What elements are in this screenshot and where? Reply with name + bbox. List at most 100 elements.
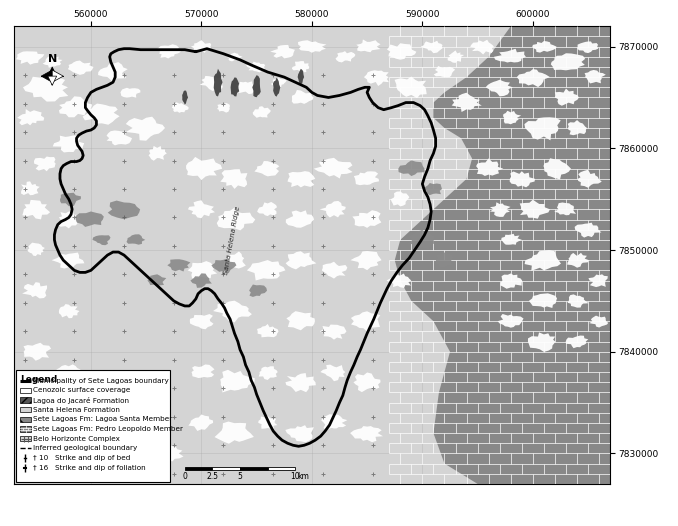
Polygon shape: [503, 111, 521, 124]
Polygon shape: [217, 208, 256, 230]
Polygon shape: [21, 181, 40, 195]
Polygon shape: [254, 161, 279, 176]
Polygon shape: [551, 53, 585, 70]
Bar: [268, 467, 296, 470]
Bar: [16, 370, 170, 482]
Polygon shape: [494, 49, 526, 63]
Polygon shape: [22, 444, 49, 462]
Polygon shape: [220, 169, 247, 189]
Polygon shape: [271, 78, 287, 87]
Text: 10: 10: [290, 472, 300, 481]
Polygon shape: [578, 170, 602, 188]
Polygon shape: [182, 90, 188, 105]
Polygon shape: [321, 414, 347, 430]
Polygon shape: [529, 294, 557, 308]
Text: Cenozoic surface coverage: Cenozoic surface coverage: [33, 387, 131, 393]
Polygon shape: [336, 51, 355, 63]
Polygon shape: [498, 314, 523, 328]
Polygon shape: [188, 200, 215, 218]
Polygon shape: [90, 443, 117, 464]
Polygon shape: [589, 274, 607, 287]
Polygon shape: [292, 61, 309, 73]
Text: Sete Lagoas Fm: Lagoa Santa Member: Sete Lagoas Fm: Lagoa Santa Member: [33, 417, 173, 422]
Polygon shape: [391, 191, 410, 206]
Polygon shape: [565, 336, 589, 348]
Polygon shape: [214, 69, 222, 96]
Polygon shape: [53, 413, 82, 432]
Bar: [20, 417, 31, 422]
Text: Sete Lagoas Fm: Pedro Leopoldo Member: Sete Lagoas Fm: Pedro Leopoldo Member: [33, 426, 184, 432]
Polygon shape: [83, 104, 119, 125]
Polygon shape: [555, 88, 579, 106]
Text: N: N: [47, 54, 57, 64]
Polygon shape: [287, 171, 315, 187]
Polygon shape: [249, 285, 267, 297]
Polygon shape: [108, 200, 140, 219]
Polygon shape: [191, 274, 212, 288]
Polygon shape: [434, 66, 455, 77]
Text: Santa Helena Formation: Santa Helena Formation: [33, 407, 120, 413]
Polygon shape: [524, 117, 561, 140]
Polygon shape: [191, 40, 211, 53]
Polygon shape: [27, 242, 45, 256]
Polygon shape: [68, 60, 94, 75]
Polygon shape: [126, 117, 165, 141]
Text: † 16   Strike and dip of foliation: † 16 Strike and dip of foliation: [33, 464, 146, 471]
Polygon shape: [578, 42, 598, 53]
Polygon shape: [407, 230, 435, 249]
Bar: [240, 467, 268, 470]
Polygon shape: [167, 259, 191, 271]
Polygon shape: [172, 102, 188, 113]
Polygon shape: [350, 426, 383, 442]
Polygon shape: [285, 373, 316, 392]
Polygon shape: [452, 93, 482, 112]
Polygon shape: [285, 425, 314, 442]
Polygon shape: [470, 40, 494, 55]
Polygon shape: [575, 222, 601, 238]
Polygon shape: [212, 258, 237, 274]
Polygon shape: [247, 260, 285, 280]
Polygon shape: [319, 201, 346, 218]
Polygon shape: [286, 311, 315, 330]
Polygon shape: [351, 251, 382, 270]
Polygon shape: [191, 365, 214, 378]
Polygon shape: [48, 67, 57, 76]
Polygon shape: [387, 43, 416, 60]
Polygon shape: [60, 457, 79, 469]
Polygon shape: [98, 62, 127, 82]
Bar: [185, 467, 212, 470]
Text: Inferred geological boundary: Inferred geological boundary: [33, 446, 138, 451]
Polygon shape: [16, 52, 45, 65]
Polygon shape: [354, 171, 379, 185]
Text: 0: 0: [182, 472, 187, 481]
Bar: [20, 398, 31, 402]
Bar: [20, 388, 31, 393]
Polygon shape: [60, 193, 81, 206]
Polygon shape: [59, 304, 79, 318]
Polygon shape: [157, 44, 181, 58]
Polygon shape: [386, 274, 412, 288]
Polygon shape: [589, 316, 608, 328]
Polygon shape: [257, 324, 279, 337]
Polygon shape: [53, 136, 84, 153]
Polygon shape: [41, 70, 52, 82]
Polygon shape: [298, 69, 304, 84]
Text: † 10   Strike and dip of bed: † 10 Strike and dip of bed: [33, 455, 131, 461]
Polygon shape: [17, 109, 44, 125]
Polygon shape: [423, 183, 442, 195]
Polygon shape: [447, 50, 464, 63]
Polygon shape: [286, 210, 314, 228]
Polygon shape: [25, 396, 45, 408]
Polygon shape: [127, 234, 145, 245]
Polygon shape: [253, 106, 271, 118]
Polygon shape: [34, 157, 56, 171]
Polygon shape: [528, 332, 555, 352]
Polygon shape: [567, 120, 587, 135]
Polygon shape: [252, 75, 261, 97]
Polygon shape: [271, 45, 295, 58]
Polygon shape: [52, 252, 85, 268]
Polygon shape: [24, 343, 51, 361]
Polygon shape: [259, 366, 278, 380]
Polygon shape: [517, 69, 550, 87]
Polygon shape: [292, 90, 313, 104]
